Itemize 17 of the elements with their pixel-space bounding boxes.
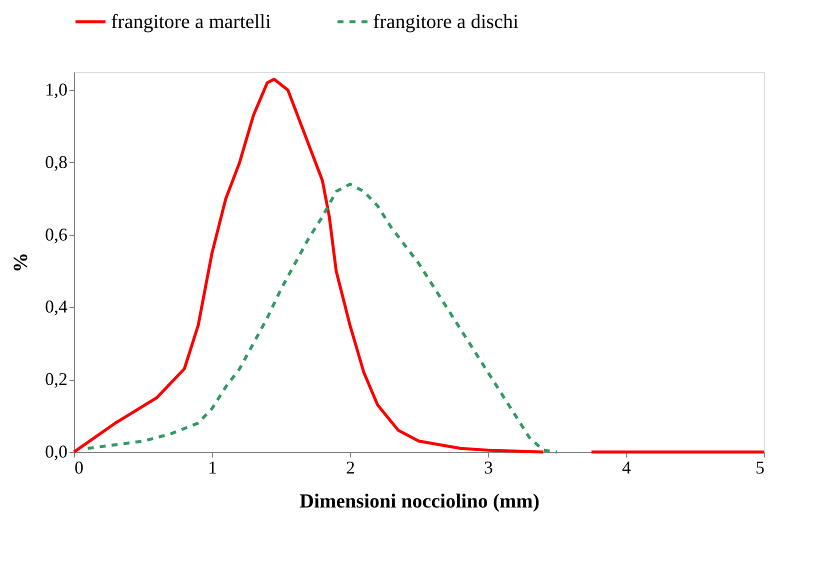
x-tick-label: 1 (208, 458, 217, 478)
y-tick-label: 0,8 (45, 152, 68, 172)
x-tick-label: 3 (484, 458, 493, 478)
x-axis-title: Dimensioni nocciolino (mm) (300, 490, 540, 512)
x-tick-label: 2 (346, 458, 355, 478)
line-series (86, 182, 558, 454)
y-tick-label: 0,4 (45, 296, 68, 317)
x-tick-label: 5 (756, 458, 764, 478)
x-tick-label: 4 (622, 458, 631, 478)
legend-label: frangitore a martelli (111, 10, 272, 33)
y-tick-label: 0,2 (45, 369, 68, 390)
y-axis-title: % (10, 252, 32, 272)
legend-label: frangitore a dischi (373, 10, 519, 33)
y-tick-label: 1,0 (45, 80, 68, 100)
y-tick-label: 0,6 (45, 224, 68, 244)
x-tick-label: 0 (74, 458, 84, 478)
y-tick-label: 0,0 (45, 442, 68, 462)
